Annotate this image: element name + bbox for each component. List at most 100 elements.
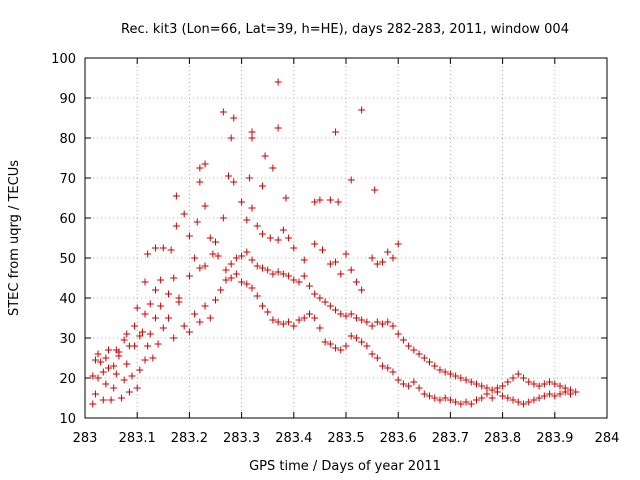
data-point (311, 290, 319, 298)
data-point (274, 318, 282, 326)
data-point (572, 388, 580, 396)
data-point (131, 322, 139, 330)
data-point (104, 346, 112, 354)
data-point (358, 316, 366, 324)
data-point (514, 370, 522, 378)
data-point (389, 322, 397, 330)
data-point (431, 362, 439, 370)
data-point (102, 354, 110, 362)
data-point (332, 128, 340, 136)
data-point (136, 332, 144, 340)
data-point (352, 314, 360, 322)
data-point (389, 254, 397, 262)
x-tick-label: 283.9 (536, 431, 573, 446)
data-point (535, 382, 543, 390)
data-point (305, 310, 313, 318)
data-point (212, 296, 219, 304)
data-point (305, 282, 313, 290)
data-point (332, 306, 340, 314)
data-point (337, 346, 345, 354)
grid-lines (85, 58, 607, 418)
x-tick-label: 283.2 (171, 431, 208, 446)
data-point (410, 378, 418, 386)
data-point (379, 362, 387, 370)
data-point (347, 332, 355, 340)
data-point (363, 342, 371, 350)
data-point (358, 106, 366, 114)
data-point (151, 314, 159, 322)
data-point (358, 286, 366, 294)
data-point (368, 322, 376, 330)
data-point (452, 398, 460, 406)
data-point (102, 380, 110, 388)
data-point (436, 366, 444, 374)
data-point (157, 276, 165, 284)
data-point (405, 382, 413, 390)
data-point (248, 256, 256, 264)
x-tick-label: 283.5 (327, 431, 364, 446)
data-point (332, 258, 340, 266)
data-point (141, 310, 149, 318)
y-tick-label: 40 (59, 292, 76, 307)
data-point (290, 276, 298, 284)
data-point (248, 284, 256, 292)
data-point (110, 384, 118, 392)
data-points (89, 78, 580, 408)
data-point (373, 260, 381, 268)
data-point (499, 392, 507, 400)
data-point (91, 390, 99, 398)
axis-ticks (84, 57, 608, 419)
data-point (191, 254, 199, 262)
data-point (159, 244, 167, 252)
data-point (209, 250, 217, 258)
data-point (133, 384, 141, 392)
data-point (473, 380, 480, 388)
data-point (248, 128, 256, 136)
data-point (316, 324, 324, 332)
y-tick-label: 30 (59, 332, 76, 347)
data-point (144, 250, 152, 258)
data-point (180, 322, 188, 330)
y-tick-label: 60 (59, 212, 76, 227)
data-point (258, 302, 266, 310)
x-tick-label: 284 (595, 431, 620, 446)
data-point (405, 342, 413, 350)
data-point (394, 330, 402, 338)
data-point (232, 254, 240, 262)
data-point (279, 226, 287, 234)
data-point (556, 390, 564, 398)
data-point (371, 186, 379, 194)
data-point (342, 250, 350, 258)
data-point (238, 278, 246, 286)
data-point (566, 386, 574, 394)
data-point (123, 330, 131, 338)
data-point (347, 266, 355, 274)
data-point (415, 350, 423, 358)
data-point (219, 108, 227, 116)
data-point (300, 314, 308, 322)
data-point (478, 394, 486, 402)
data-point (94, 350, 102, 358)
data-point (120, 376, 128, 384)
data-point (326, 302, 334, 310)
data-point (112, 346, 120, 354)
data-point (269, 270, 277, 278)
data-point (185, 272, 193, 280)
data-point (556, 382, 564, 390)
data-point (446, 370, 454, 378)
data-point (332, 344, 340, 352)
data-point (352, 334, 360, 342)
x-tick-label: 283.6 (380, 431, 417, 446)
data-point (120, 336, 128, 344)
data-point (326, 196, 334, 204)
data-point (342, 342, 350, 350)
data-point (110, 362, 118, 370)
data-point (279, 270, 287, 278)
data-point (274, 78, 282, 86)
data-point (319, 246, 327, 254)
data-point (540, 380, 548, 388)
data-point (123, 360, 131, 368)
data-point (426, 392, 434, 400)
data-point (311, 240, 319, 248)
data-point (337, 270, 345, 278)
